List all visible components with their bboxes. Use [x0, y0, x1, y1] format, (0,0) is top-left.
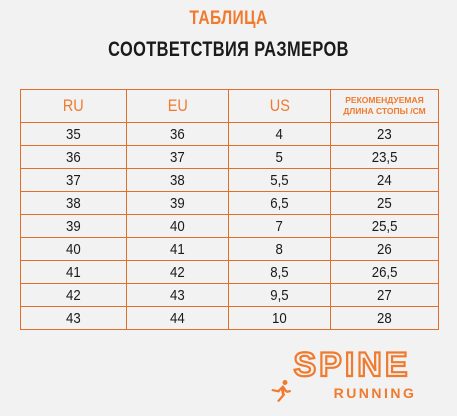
cell-ru: 35	[20, 122, 127, 146]
cell-ru: 40	[20, 237, 127, 261]
cell-foot-length: 23	[330, 122, 439, 146]
cell-us: 5,5	[228, 168, 331, 192]
cell-eu: 38	[126, 168, 229, 192]
cell-us: 8	[228, 237, 331, 261]
table-row: 41 42 8,5 26,5	[20, 260, 439, 284]
cell-eu: 36	[126, 122, 229, 146]
cell-foot-length: 26,5	[330, 260, 439, 284]
logo-brand-text: SPINE	[293, 346, 410, 384]
table-row: 42 43 9,5 27	[20, 283, 439, 307]
cell-foot-length: 27	[330, 283, 439, 307]
cell-us: 7	[228, 214, 331, 238]
table-row: 36 37 5 23,5	[20, 145, 439, 169]
cell-ru: 43	[20, 306, 127, 330]
cell-eu: 43	[126, 283, 229, 307]
cell-us: 9,5	[228, 283, 331, 307]
column-header-foot-length: РЕКОМЕНДУЕМАЯ ДЛИНА СТОПЫ /СМ	[330, 89, 439, 123]
page-subtitle: СООТВЕТСТВИЯ РАЗМЕРОВ	[108, 38, 349, 61]
cell-ru: 39	[20, 214, 127, 238]
cell-eu: 42	[126, 260, 229, 284]
table-header-row: RU EU US РЕКОМЕНДУЕМАЯ ДЛИНА СТОПЫ /СМ	[20, 89, 439, 123]
cell-us: 10	[228, 306, 331, 330]
cell-us: 4	[228, 122, 331, 146]
runner-icon	[271, 380, 291, 402]
cell-ru: 37	[20, 168, 127, 192]
cell-foot-length: 23,5	[330, 145, 439, 169]
cell-foot-length: 25,5	[330, 214, 439, 238]
cell-us: 6,5	[228, 191, 331, 215]
table-row: 40 41 8 26	[20, 237, 439, 261]
cell-eu: 44	[126, 306, 229, 330]
cell-foot-length: 26	[330, 237, 439, 261]
column-header-ru: RU	[20, 89, 127, 123]
table-row: 39 40 7 25,5	[20, 214, 439, 238]
cell-eu: 41	[126, 237, 229, 261]
cell-eu: 37	[126, 145, 229, 169]
size-chart-table: RU EU US РЕКОМЕНДУЕМАЯ ДЛИНА СТОПЫ /СМ 3…	[20, 89, 439, 330]
column-header-us: US	[228, 89, 331, 123]
cell-eu: 40	[126, 214, 229, 238]
cell-foot-length: 28	[330, 306, 439, 330]
table-row: 43 44 10 28	[20, 306, 439, 330]
table-row: 37 38 5,5 24	[20, 168, 439, 192]
cell-ru: 38	[20, 191, 127, 215]
cell-us: 8,5	[228, 260, 331, 284]
cell-foot-length: 24	[330, 168, 439, 192]
cell-ru: 41	[20, 260, 127, 284]
logo-sub-text: RUNNING	[334, 385, 417, 401]
spine-running-logo: SPINE RUNNING	[271, 345, 417, 402]
cell-us: 5	[228, 145, 331, 169]
cell-ru: 42	[20, 283, 127, 307]
cell-eu: 39	[126, 191, 229, 215]
cell-foot-length: 25	[330, 191, 439, 215]
column-header-eu: EU	[126, 89, 229, 123]
table-row: 35 36 4 23	[20, 122, 439, 146]
page-title: ТАБЛИЦА	[189, 8, 268, 29]
cell-ru: 36	[20, 145, 127, 169]
table-row: 38 39 6,5 25	[20, 191, 439, 215]
